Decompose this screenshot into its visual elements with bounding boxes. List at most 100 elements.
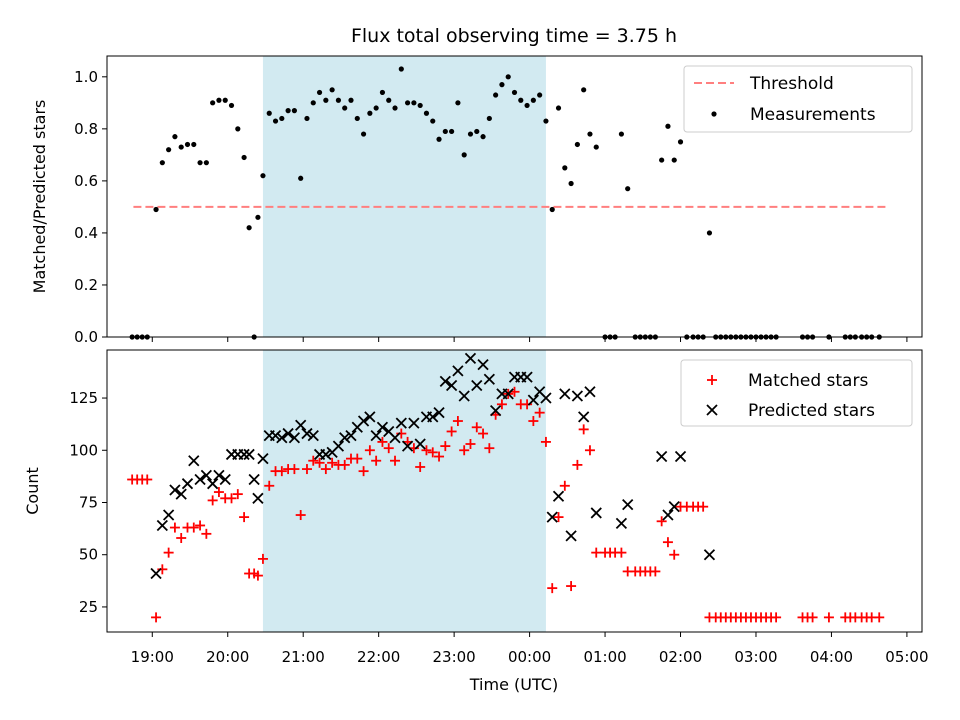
x-axis-label: Time (UTC) (469, 675, 558, 694)
predicted-star-point (615, 517, 628, 530)
measurement-point (335, 97, 342, 103)
predicted-star-point (395, 417, 407, 429)
predicted-star-point (565, 530, 577, 542)
measurement-point (272, 118, 279, 124)
y-tick-label: 0.0 (74, 328, 98, 346)
matched-star-point (264, 480, 275, 491)
measurement-point (524, 102, 530, 109)
x-tick-label: 03:00 (734, 648, 777, 666)
matched-star-point (339, 459, 350, 470)
y-tick-label: 0.8 (74, 120, 98, 138)
measurement-point (304, 115, 310, 122)
matched-star-point (534, 407, 545, 418)
predicted-star-point (483, 373, 495, 385)
measurement-point (285, 108, 291, 114)
predicted-star-point (376, 421, 389, 433)
measurement-point (411, 100, 417, 106)
y-tick-label: 0.4 (74, 224, 98, 242)
measurement-point (574, 141, 580, 148)
matched-star-point (446, 426, 457, 437)
predicted-star-point (169, 484, 181, 496)
measurement-point (153, 206, 159, 213)
predicted-star-point (464, 352, 477, 364)
measurement-point (677, 139, 684, 145)
measurement-point (467, 131, 474, 137)
predicted-star-point (668, 501, 680, 513)
matched-star-point (650, 566, 661, 577)
matched-star-point (163, 547, 174, 558)
legend-threshold-label: Threshold (749, 74, 834, 94)
matched-star-point (226, 493, 237, 504)
matched-star-point (377, 436, 388, 447)
predicted-star-point (370, 430, 382, 442)
measurement-point (386, 97, 392, 103)
predicted-star-point (452, 365, 464, 377)
matched-star-point (572, 459, 583, 470)
count-y-ticks: 25 50 75 100 125 (69, 389, 107, 616)
x-tick-label: 05:00 (885, 648, 928, 666)
matched-star-point (874, 612, 885, 623)
y-tick-label: 100 (69, 441, 98, 459)
measurement-point (197, 160, 203, 166)
y-tick-label: 25 (79, 598, 98, 616)
measurement-point (461, 152, 467, 158)
measurement-point (549, 206, 555, 213)
measurement-point (474, 128, 480, 135)
measurement-point (216, 97, 222, 103)
predicted-star-point (332, 440, 345, 452)
predicted-star-point (389, 432, 401, 444)
matched-star-point (352, 453, 363, 464)
measurement-point (373, 105, 379, 111)
predicted-star-point (590, 507, 602, 519)
predicted-star-point (238, 448, 250, 461)
predicted-star-point (364, 411, 376, 423)
measurement-point (291, 108, 297, 114)
predicted-star-point (445, 379, 458, 392)
matched-star-point (308, 455, 319, 466)
predicted-star-point (571, 390, 584, 402)
measurement-point (310, 100, 316, 106)
measurement-point (172, 134, 178, 140)
predicted-star-point (622, 498, 634, 511)
ratio-legend: Threshold Measurements (683, 65, 913, 133)
matched-star-point (662, 537, 673, 548)
predicted-star-point (656, 450, 668, 463)
predicted-star-point (150, 567, 162, 580)
matched-star-point (188, 522, 199, 533)
measurement-point (518, 97, 524, 103)
predicted-star-point (439, 375, 451, 387)
predicted-star-point (194, 473, 206, 486)
predicted-star-point (269, 430, 282, 442)
measurement-point (210, 100, 216, 106)
matched-star-point (421, 445, 432, 456)
measurement-point (354, 115, 360, 122)
matched-star-point (364, 445, 375, 456)
predicted-star-point (257, 452, 269, 465)
predicted-star-point (276, 432, 288, 444)
matched-star-point (547, 583, 558, 594)
matched-star-point (559, 480, 570, 491)
ratio-panel-frame (106, 55, 923, 338)
legend-matched-label: Matched stars (748, 371, 868, 391)
matched-star-point (698, 501, 709, 512)
predicted-star-point (521, 371, 533, 383)
matched-star-point (823, 612, 834, 623)
predicted-star-point (414, 438, 426, 450)
measurement-point (671, 157, 677, 163)
matched-star-point (616, 547, 627, 558)
measurement-point (587, 131, 593, 137)
predicted-star-point (433, 407, 445, 419)
measurement-point (184, 141, 191, 148)
measurement-point (659, 157, 665, 163)
measurement-point (581, 87, 587, 93)
predicted-star-point (427, 411, 439, 423)
matched-star-point (276, 466, 287, 477)
measurement-point (222, 97, 228, 103)
matched-star-point (169, 522, 180, 533)
matched-star-point (213, 487, 224, 498)
measurement-point (398, 66, 404, 72)
count-legend: Matched stars Predicted stars (680, 359, 913, 427)
matched-star-point (478, 428, 489, 439)
matched-star-point (669, 549, 680, 560)
matched-star-point (807, 612, 818, 623)
